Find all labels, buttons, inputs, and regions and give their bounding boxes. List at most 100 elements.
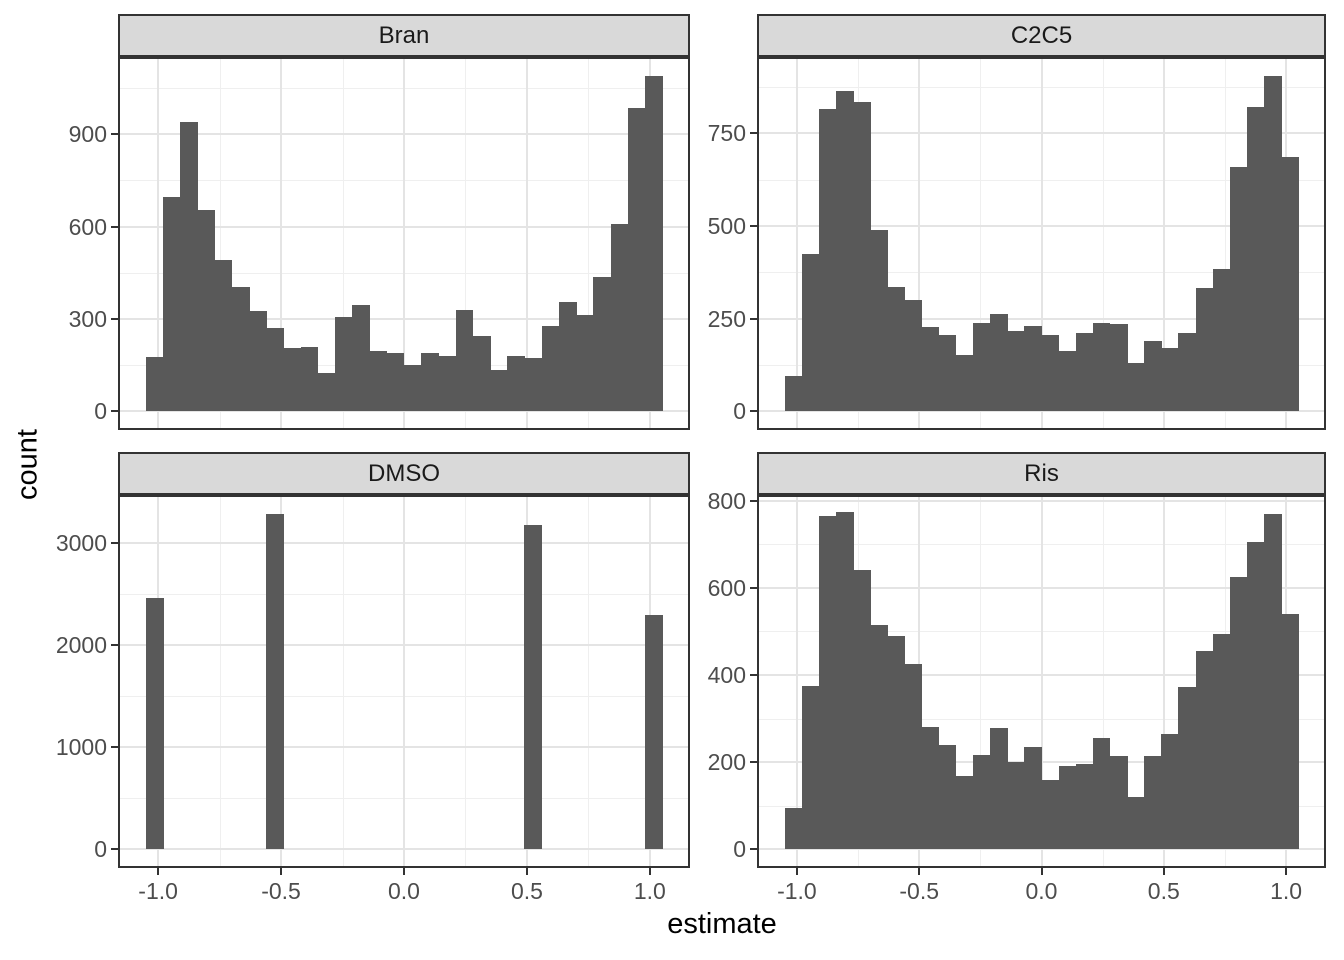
x-axis-tick-mark xyxy=(280,868,283,875)
x-axis-tick-label: 0.0 xyxy=(388,878,420,904)
histogram-bar xyxy=(352,305,371,412)
x-axis-tick-label: 0.0 xyxy=(1025,878,1058,904)
gridline-vertical-minor xyxy=(465,497,467,866)
histogram-bar xyxy=(266,513,284,850)
histogram-bar xyxy=(990,727,1008,850)
facet-strip-label: DMSO xyxy=(368,459,440,487)
gridline-vertical-major xyxy=(403,497,405,866)
histogram-bar xyxy=(1195,288,1214,412)
gridline-vertical-minor xyxy=(1102,497,1104,866)
histogram-bar xyxy=(1024,326,1042,412)
histogram-bar xyxy=(887,635,906,850)
histogram-bar xyxy=(887,287,906,412)
histogram-bar xyxy=(1161,733,1179,850)
x-axis-tick-label: 0.5 xyxy=(1147,878,1180,904)
y-axis-tick-label: 250 xyxy=(707,305,746,332)
histogram-bar xyxy=(421,352,439,412)
y-axis-tick-label: 1000 xyxy=(55,734,107,761)
gridline-vertical-major xyxy=(1162,59,1165,428)
histogram-bar xyxy=(490,369,508,412)
gridline-vertical-major xyxy=(157,59,160,428)
facet-strip-ris: Ris xyxy=(757,452,1326,495)
histogram-bar xyxy=(904,300,923,412)
gridline-vertical-major xyxy=(403,59,405,428)
histogram-bar xyxy=(644,614,663,850)
x-axis-tick-mark xyxy=(403,868,405,875)
histogram-bar xyxy=(955,776,974,850)
y-axis-title: count xyxy=(11,429,44,500)
histogram-bar xyxy=(1058,351,1077,412)
histogram-bar xyxy=(317,372,336,412)
histogram-bar xyxy=(1007,762,1025,850)
gridline-vertical-major xyxy=(795,497,798,866)
gridline-vertical-minor xyxy=(980,497,982,866)
y-axis-tick-mark xyxy=(750,410,757,413)
histogram-bar xyxy=(335,317,353,412)
histogram-bar xyxy=(197,209,216,412)
histogram-bar xyxy=(973,754,991,850)
histogram-bar xyxy=(1246,107,1265,412)
histogram-bar xyxy=(853,570,871,850)
gridline-vertical-major xyxy=(1040,497,1043,866)
x-axis-tick-mark xyxy=(918,868,921,875)
gridline-vertical-minor xyxy=(219,497,221,866)
histogram-bar xyxy=(1127,796,1145,850)
histogram-bar xyxy=(921,727,940,850)
histogram-bar xyxy=(990,314,1008,412)
x-axis-tick-mark xyxy=(525,868,528,875)
x-axis-tick-label: -1.0 xyxy=(138,878,178,904)
histogram-bar xyxy=(853,101,871,412)
histogram-bar xyxy=(627,108,646,412)
histogram-bar xyxy=(1127,363,1145,412)
histogram-bar xyxy=(801,253,820,412)
gridline-vertical-minor xyxy=(1224,59,1226,428)
histogram-bar xyxy=(472,335,491,412)
y-axis-tick-mark xyxy=(111,133,118,136)
y-axis-tick-mark xyxy=(750,132,757,135)
y-axis-tick-label: 750 xyxy=(707,120,746,147)
histogram-bar xyxy=(1281,613,1299,850)
histogram-bar xyxy=(404,365,422,412)
histogram-bar xyxy=(836,511,854,850)
histogram-bar xyxy=(163,197,181,412)
gridline-vertical-major xyxy=(795,59,798,428)
gridline-vertical-minor xyxy=(465,59,467,428)
histogram-bar xyxy=(784,807,803,850)
histogram-bar xyxy=(300,346,319,412)
histogram-bar xyxy=(973,323,991,412)
histogram-bar xyxy=(1109,323,1128,412)
histogram-bar xyxy=(938,334,957,412)
y-axis-tick-label: 0 xyxy=(94,836,107,863)
histogram-bar xyxy=(1178,333,1197,412)
histogram-bar xyxy=(1041,779,1060,850)
histogram-bar xyxy=(938,744,957,850)
histogram-bar xyxy=(541,325,560,412)
histogram-bar xyxy=(1007,331,1025,412)
histogram-bar xyxy=(818,515,837,850)
y-axis-tick-mark xyxy=(111,317,118,320)
y-axis-tick-label: 300 xyxy=(68,305,107,332)
histogram-bar xyxy=(507,355,525,412)
histogram-bar xyxy=(558,301,577,412)
histogram-bar xyxy=(1246,542,1265,850)
histogram-bar xyxy=(1195,651,1214,850)
x-axis-tick-label: 1.0 xyxy=(1270,878,1303,904)
gridline-vertical-minor xyxy=(980,59,982,428)
y-axis-tick-mark xyxy=(111,542,118,545)
x-axis-tick-mark xyxy=(1285,868,1288,875)
histogram-bar xyxy=(1212,633,1231,850)
y-axis-tick-mark xyxy=(750,761,757,764)
gridline-vertical-major xyxy=(1162,497,1165,866)
gridline-vertical-major xyxy=(918,59,921,428)
gridline-vertical-minor xyxy=(342,497,344,866)
histogram-bar xyxy=(266,328,284,412)
histogram-bar xyxy=(870,624,888,850)
histogram-bar xyxy=(1092,323,1111,412)
y-axis-tick-label: 3000 xyxy=(55,530,107,557)
histogram-bar xyxy=(818,109,837,412)
histogram-bar xyxy=(610,223,629,412)
facet-strip-dmso: DMSO xyxy=(118,452,690,495)
y-axis-tick-label: 600 xyxy=(68,213,107,240)
histogram-bar xyxy=(955,354,974,412)
